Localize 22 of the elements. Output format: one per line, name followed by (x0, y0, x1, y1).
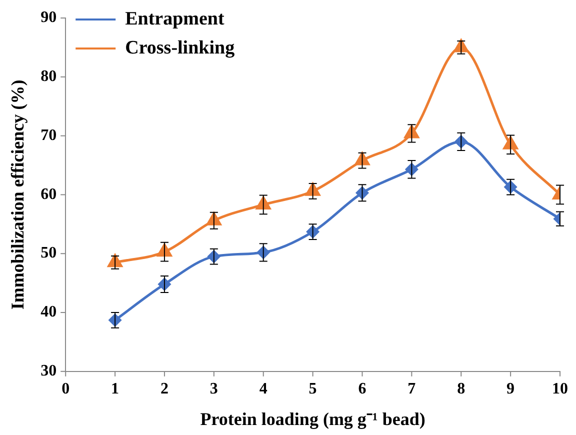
x-tick-label: 6 (358, 380, 366, 398)
x-tick-label: 3 (210, 380, 218, 398)
y-tick-label: 90 (40, 9, 57, 26)
x-tick-label: 2 (160, 380, 168, 398)
y-tick-label: 60 (40, 186, 57, 203)
x-tick-label: 0 (62, 380, 70, 398)
x-axis-title: Protein loading (mg g⁻¹ bead) (200, 408, 426, 429)
y-tick-label: 40 (40, 304, 57, 321)
y-tick-label: 80 (40, 68, 57, 86)
y-tick-label: 70 (40, 126, 57, 144)
legend-label: Cross-linking (125, 37, 236, 58)
x-tick-label: 10 (552, 380, 568, 398)
x-tick-label: 1 (111, 380, 120, 398)
x-tick-label: 4 (259, 380, 268, 398)
y-axis-title: Immobilization efficiency (%) (7, 80, 28, 310)
x-tick-label: 9 (506, 380, 515, 398)
x-tick-label: 5 (308, 380, 317, 398)
x-tick-label: 8 (457, 380, 466, 398)
legend-label: Entrapment (125, 8, 225, 30)
x-tick-label: 7 (408, 380, 416, 398)
y-tick-label: 30 (40, 362, 57, 380)
y-tick-label: 50 (40, 244, 57, 262)
